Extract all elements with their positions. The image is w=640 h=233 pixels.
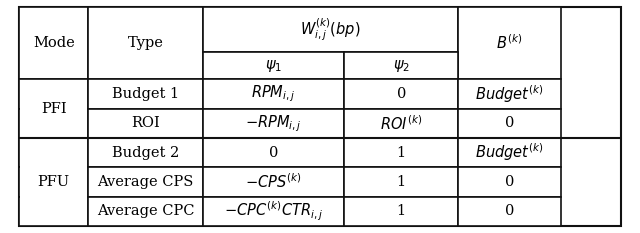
Bar	[344, 109, 458, 138]
Bar	[88, 79, 203, 109]
Bar	[203, 109, 344, 138]
Bar	[458, 79, 561, 109]
Bar	[19, 138, 88, 167]
Text: 0: 0	[505, 204, 514, 218]
Text: $\psi_2$: $\psi_2$	[393, 58, 410, 74]
Bar	[203, 138, 344, 167]
Text: PFI: PFI	[41, 102, 67, 116]
Text: $-RPM_{i,j}$: $-RPM_{i,j}$	[245, 113, 302, 134]
Bar	[203, 7, 458, 52]
Text: Budget 2: Budget 2	[112, 146, 179, 160]
Bar	[88, 7, 203, 79]
Text: $Budget^{(k)}$: $Budget^{(k)}$	[475, 83, 544, 105]
Bar	[344, 167, 458, 197]
Text: ROI: ROI	[131, 116, 160, 130]
Bar	[458, 138, 561, 167]
Text: 1: 1	[397, 146, 406, 160]
Bar	[458, 109, 561, 138]
Bar	[203, 167, 344, 197]
Text: $-CPC^{(k)}CTR_{i,j}$: $-CPC^{(k)}CTR_{i,j}$	[224, 200, 323, 223]
Text: 0: 0	[505, 116, 514, 130]
Text: $\psi_1$: $\psi_1$	[265, 58, 282, 74]
Bar	[88, 167, 203, 197]
Bar	[458, 197, 561, 226]
Text: Average CPC: Average CPC	[97, 204, 195, 218]
Bar	[19, 79, 88, 109]
Bar	[203, 52, 344, 79]
Text: 0: 0	[397, 87, 406, 101]
Text: Average CPS: Average CPS	[97, 175, 194, 189]
Text: 1: 1	[397, 175, 406, 189]
Bar	[344, 79, 458, 109]
Text: $B^{(k)}$: $B^{(k)}$	[497, 34, 523, 52]
Text: $W_{i,j}^{(k)}(bp)$: $W_{i,j}^{(k)}(bp)$	[300, 16, 361, 43]
Text: 0: 0	[505, 175, 514, 189]
Text: 1: 1	[397, 204, 406, 218]
Bar	[344, 52, 458, 79]
Text: Mode: Mode	[33, 36, 75, 50]
Bar	[19, 7, 88, 79]
Text: $RPM_{i,j}$: $RPM_{i,j}$	[251, 84, 296, 104]
Text: PFU: PFU	[38, 175, 70, 189]
Bar	[88, 197, 203, 226]
Bar	[344, 138, 458, 167]
Bar	[203, 197, 344, 226]
Text: Budget 1: Budget 1	[112, 87, 179, 101]
Text: $ROI^{(k)}$: $ROI^{(k)}$	[380, 114, 422, 133]
Bar	[203, 79, 344, 109]
Text: $-CPS^{(k)}$: $-CPS^{(k)}$	[245, 173, 301, 191]
Bar	[458, 7, 561, 79]
Bar	[344, 197, 458, 226]
Bar	[88, 109, 203, 138]
Bar	[19, 197, 88, 226]
Bar	[19, 167, 88, 197]
Bar	[458, 167, 561, 197]
Bar	[88, 138, 203, 167]
Text: Type: Type	[127, 36, 163, 50]
Bar	[19, 109, 88, 138]
Text: $Budget^{(k)}$: $Budget^{(k)}$	[475, 142, 544, 164]
Text: 0: 0	[269, 146, 278, 160]
